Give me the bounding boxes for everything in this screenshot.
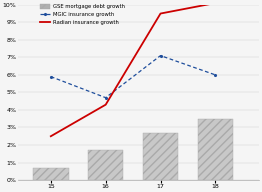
Legend: GSE mortgage debt growth, MGIC insurance growth, Radian insurance growth: GSE mortgage debt growth, MGIC insurance… <box>40 4 124 25</box>
Bar <box>143 133 178 180</box>
Bar <box>198 119 233 180</box>
Bar <box>88 150 123 180</box>
Bar <box>33 168 69 180</box>
